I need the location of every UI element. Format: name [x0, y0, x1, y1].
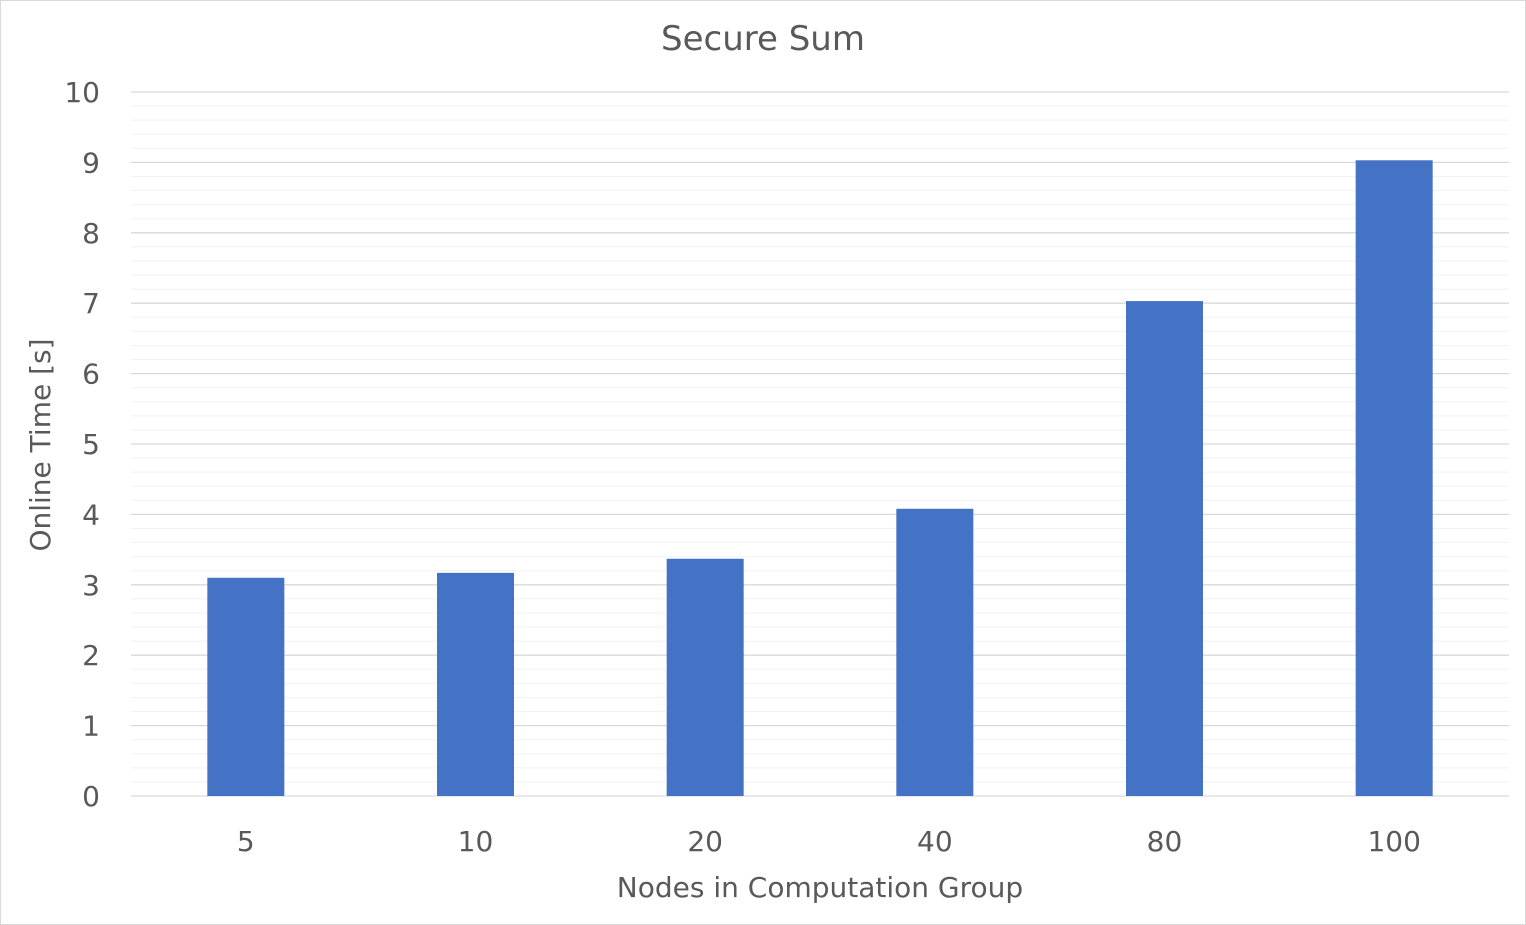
x-tick-label: 100: [1367, 825, 1420, 858]
y-axis-label: Online Time [s]: [24, 338, 57, 551]
x-axis-label: Nodes in Computation Group: [617, 871, 1023, 904]
x-axis-tick-labels: 5 10 20 40 80 100: [237, 825, 1421, 858]
y-tick-label: 3: [82, 569, 100, 602]
chart-title: Secure Sum: [661, 19, 865, 59]
bar-series: [207, 160, 1433, 797]
bar: [437, 572, 514, 796]
x-tick-label: 5: [237, 825, 255, 858]
y-axis-tick-labels: 0 1 2 3 4 5 6 7 8 9 10: [64, 76, 100, 813]
y-tick-label: 5: [82, 428, 100, 461]
bar: [207, 577, 285, 796]
bar: [896, 508, 974, 796]
bar: [1126, 301, 1203, 796]
y-tick-label: 9: [82, 146, 100, 179]
major-gridlines: [131, 91, 1509, 797]
y-tick-label: 4: [82, 498, 100, 531]
bar: [666, 558, 744, 796]
y-tick-label: 2: [82, 639, 100, 672]
y-tick-label: 0: [82, 780, 100, 813]
y-tick-label: 10: [64, 76, 100, 109]
minor-gridlines: [131, 105, 1509, 783]
x-tick-label: 10: [458, 825, 494, 858]
y-tick-label: 8: [82, 217, 100, 250]
x-tick-label: 80: [1147, 825, 1183, 858]
y-tick-label: 1: [82, 710, 100, 743]
y-tick-label: 7: [82, 287, 100, 320]
y-tick-label: 6: [82, 358, 100, 391]
bar: [1355, 160, 1433, 797]
x-tick-label: 40: [917, 825, 953, 858]
x-tick-label: 20: [687, 825, 723, 858]
